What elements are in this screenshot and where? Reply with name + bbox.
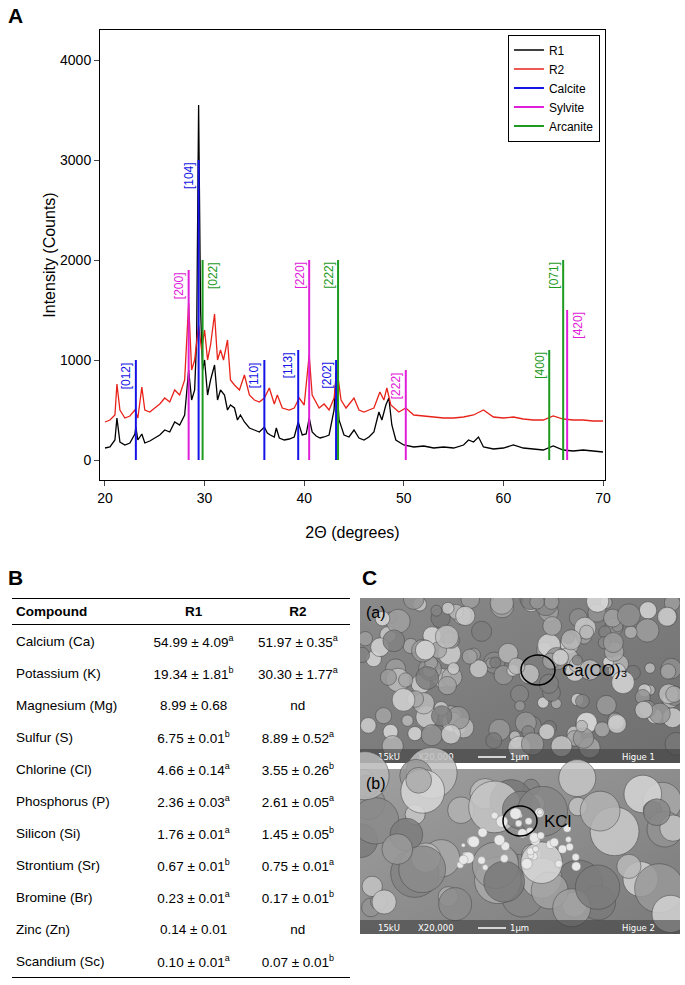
svg-text:1μm: 1μm bbox=[510, 923, 529, 933]
html-text:1.45 ± 0.05b: 1.45 ± 0.05b bbox=[261, 824, 335, 842]
svg-text:1μm: 1μm bbox=[510, 752, 529, 762]
html-text:51.97 ± 0.35a: 51.97 ± 0.35a bbox=[257, 632, 338, 650]
html-text:8.99 ± 0.68: 8.99 ± 0.68 bbox=[159, 697, 228, 713]
svg-text:70: 70 bbox=[595, 490, 611, 506]
svg-text:0: 0 bbox=[83, 452, 91, 468]
html-text:Zinc (Zn): Zinc (Zn) bbox=[16, 921, 70, 937]
svg-text:Higue 2: Higue 2 bbox=[622, 923, 655, 933]
svg-text:[222]: [222] bbox=[389, 373, 403, 400]
html-text:Calcium (Ca): Calcium (Ca) bbox=[16, 633, 95, 649]
svg-text:R1: R1 bbox=[549, 44, 565, 58]
svg-text:3000: 3000 bbox=[60, 152, 91, 168]
svg-text:[071]: [071] bbox=[547, 262, 561, 289]
svg-text:20: 20 bbox=[97, 490, 113, 506]
svg-text:1000: 1000 bbox=[60, 352, 91, 368]
svg-text:[202]: [202] bbox=[320, 362, 334, 389]
html-text:2.36 ± 0.03a: 2.36 ± 0.03a bbox=[157, 792, 230, 810]
svg-text:[420]: [420] bbox=[571, 312, 585, 339]
svg-text:Calcite: Calcite bbox=[549, 82, 586, 96]
svg-text:KCl: KCl bbox=[544, 812, 571, 831]
svg-text:30: 30 bbox=[197, 490, 213, 506]
svg-text:Arcanite: Arcanite bbox=[549, 120, 593, 134]
html-text:0.14 ± 0.01: 0.14 ± 0.01 bbox=[159, 921, 228, 937]
svg-text:50: 50 bbox=[396, 490, 412, 506]
html-text:54.99 ± 4.09a: 54.99 ± 4.09a bbox=[153, 632, 234, 650]
html-text:nd: nd bbox=[290, 921, 306, 937]
html-text:6.75 ± 0.01b: 6.75 ± 0.01b bbox=[157, 728, 230, 746]
html-text:Phosphorus (P): Phosphorus (P) bbox=[16, 793, 110, 809]
html-text:8.89 ± 0.52a: 8.89 ± 0.52a bbox=[261, 728, 335, 746]
svg-text:[222]: [222] bbox=[322, 262, 336, 289]
html-text:Compound: Compound bbox=[16, 604, 88, 619]
html-text:Strontium (Sr): Strontium (Sr) bbox=[16, 857, 100, 873]
html-text:Chlorine (Cl): Chlorine (Cl) bbox=[16, 761, 92, 777]
svg-text:X20,000: X20,000 bbox=[418, 923, 454, 933]
svg-text:2Θ (degrees): 2Θ (degrees) bbox=[305, 524, 399, 541]
svg-text:Ca(CO)₃: Ca(CO)₃ bbox=[562, 661, 627, 680]
svg-text:15kU: 15kU bbox=[378, 923, 400, 933]
html-text:R2: R2 bbox=[289, 604, 307, 619]
html-text:0.23 ± 0.01a: 0.23 ± 0.01a bbox=[157, 888, 230, 906]
html-text:Scandium (Sc): Scandium (Sc) bbox=[16, 953, 105, 969]
svg-text:Higue 1: Higue 1 bbox=[622, 752, 655, 762]
html-text:0.67 ± 0.01b: 0.67 ± 0.01b bbox=[157, 856, 230, 874]
html-text:0.07 ± 0.01b: 0.07 ± 0.01b bbox=[261, 952, 335, 970]
svg-text:40: 40 bbox=[296, 490, 312, 506]
html-text:B: B bbox=[8, 566, 24, 589]
svg-text:[200]: [200] bbox=[172, 272, 186, 299]
html-text:19.34 ± 1.81b: 19.34 ± 1.81b bbox=[153, 664, 234, 682]
html-text:C: C bbox=[362, 566, 378, 589]
svg-text:15kU: 15kU bbox=[378, 752, 400, 762]
svg-text:2000: 2000 bbox=[60, 252, 91, 268]
svg-text:Intensity (Counts): Intensity (Counts) bbox=[41, 192, 58, 317]
html-text:A: A bbox=[8, 4, 24, 27]
svg-text:[012]: [012] bbox=[119, 363, 133, 390]
svg-text:R2: R2 bbox=[549, 63, 565, 77]
svg-text:[113]: [113] bbox=[281, 352, 295, 378]
html-text:30.30 ± 1.77a: 30.30 ± 1.77a bbox=[257, 664, 338, 682]
html-text:Bromine (Br): Bromine (Br) bbox=[16, 889, 93, 905]
svg-text:[022]: [022] bbox=[206, 262, 220, 289]
html-text:3.55 ± 0.26b: 3.55 ± 0.26b bbox=[261, 760, 335, 778]
svg-text:[104]: [104] bbox=[182, 162, 196, 189]
html-text:0.17 ± 0.01b: 0.17 ± 0.01b bbox=[261, 888, 335, 906]
html-text:Sulfur (S): Sulfur (S) bbox=[16, 729, 73, 745]
html-text:Silicon (Si): Silicon (Si) bbox=[16, 825, 81, 841]
html-text:nd: nd bbox=[290, 697, 306, 713]
svg-text:Sylvite: Sylvite bbox=[549, 101, 585, 115]
html-text:0.75 ± 0.01a: 0.75 ± 0.01a bbox=[261, 856, 335, 874]
svg-text:(b): (b) bbox=[366, 775, 386, 792]
svg-text:[220]: [220] bbox=[293, 262, 307, 289]
svg-text:60: 60 bbox=[496, 490, 512, 506]
html-text:4.66 ± 0.14a: 4.66 ± 0.14a bbox=[157, 760, 230, 778]
svg-text:[400]: [400] bbox=[533, 352, 547, 379]
svg-text:[110]: [110] bbox=[247, 363, 261, 389]
html-text:Magnesium (Mg): Magnesium (Mg) bbox=[16, 697, 118, 713]
svg-text:4000: 4000 bbox=[60, 52, 91, 68]
html-text:Potassium (K): Potassium (K) bbox=[16, 665, 101, 681]
html-text:R1: R1 bbox=[185, 604, 203, 619]
html-text:1.76 ± 0.01a: 1.76 ± 0.01a bbox=[157, 824, 230, 842]
html-text:0.10 ± 0.01a: 0.10 ± 0.01a bbox=[157, 952, 230, 970]
svg-text:(a): (a) bbox=[366, 604, 386, 621]
html-text:2.61 ± 0.05a: 2.61 ± 0.05a bbox=[261, 792, 335, 810]
